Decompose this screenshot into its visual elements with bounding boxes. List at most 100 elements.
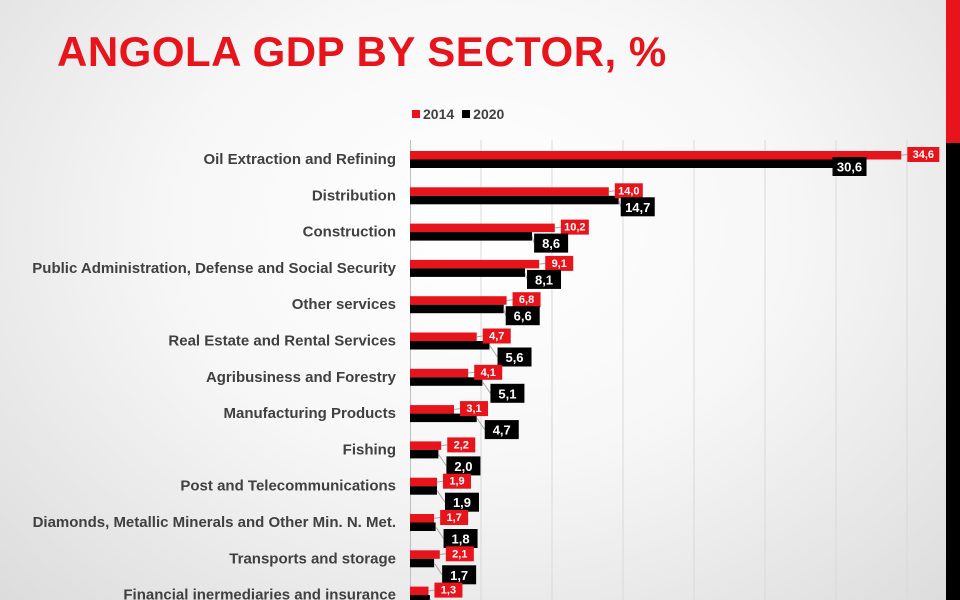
leader-line-2020 <box>433 562 443 576</box>
data-label-2014: 2,2 <box>454 439 469 451</box>
data-label-2020: 8,6 <box>542 236 560 251</box>
data-label-box-2020 <box>443 529 478 548</box>
bar-2020 <box>410 341 490 350</box>
bar-2020 <box>410 595 430 600</box>
leader-line-2020 <box>482 381 491 394</box>
data-label-2020: 2,0 <box>454 459 472 474</box>
bar-2014 <box>410 477 437 487</box>
category-label: Fishing <box>343 441 396 458</box>
bar-2020 <box>410 558 435 568</box>
leader-line-2014 <box>608 190 615 193</box>
data-label-box-2014 <box>614 183 643 199</box>
edge-accent-bar-red <box>946 0 960 143</box>
data-label-2020: 4,7 <box>493 423 511 438</box>
leader-line-2014 <box>506 299 513 301</box>
data-label-box-2014 <box>907 147 940 162</box>
bar-2014 <box>410 332 477 341</box>
bar-2014 <box>410 151 902 160</box>
data-label-box-2014 <box>442 473 471 489</box>
data-label-2014: 14,0 <box>618 185 639 197</box>
bar-2014 <box>410 187 609 196</box>
data-label-2020: 30,6 <box>837 160 862 175</box>
bar-2014 <box>410 441 442 450</box>
data-label-box-2014 <box>445 546 474 562</box>
leader-line-2014 <box>539 262 546 265</box>
data-label-box-2020 <box>497 347 532 367</box>
bar-2020 <box>410 195 619 205</box>
category-label: Other services <box>292 296 396 313</box>
bar-2020 <box>410 522 436 531</box>
data-label-2020: 14,7 <box>625 200 650 215</box>
leader-line-2020 <box>436 490 446 503</box>
data-label-box-2014 <box>440 510 469 525</box>
data-label-2020: 5,1 <box>498 386 516 401</box>
legend-swatch-2014 <box>412 110 420 118</box>
bar-2014 <box>410 405 454 414</box>
leader-line-2014 <box>428 589 435 592</box>
bar-2020 <box>410 449 439 459</box>
data-label-box-2020 <box>534 233 569 253</box>
bar-2020 <box>410 268 525 277</box>
data-label-2014: 10,2 <box>564 222 585 234</box>
category-label: Diamonds, Metallic Minerals and Other Mi… <box>33 514 396 531</box>
category-label: Public Administration, Defense and Socia… <box>32 260 396 277</box>
data-label-2020: 8,1 <box>535 272 553 287</box>
category-label: Transports and storage <box>229 550 396 567</box>
bar-2020 <box>410 413 477 423</box>
leader-line-2014 <box>476 335 483 338</box>
data-label-2014: 2,1 <box>452 548 467 560</box>
category-label: Distribution <box>312 187 396 204</box>
data-label-2020: 1,8 <box>452 532 470 547</box>
data-label-2020: 1,7 <box>450 568 468 583</box>
data-label-box-2020 <box>446 456 481 476</box>
data-label-2020: 1,9 <box>453 495 471 510</box>
data-label-box-2020 <box>484 420 519 440</box>
bar-2014 <box>410 223 555 233</box>
data-label-2014: 6,8 <box>519 294 534 306</box>
data-label-2020: 5,6 <box>505 350 523 365</box>
leader-line-2014 <box>901 154 908 156</box>
data-label-2014: 1,9 <box>449 476 464 488</box>
data-label-box-2014 <box>474 364 503 380</box>
leader-line-2020 <box>524 272 528 280</box>
data-label-2014: 4,1 <box>481 367 496 379</box>
leader-line-2020 <box>476 417 486 430</box>
leader-line-2020 <box>503 308 507 316</box>
category-label: Financial inermediaries and insurance <box>123 587 396 600</box>
bar-2014 <box>410 259 540 269</box>
data-label-box-2020 <box>442 565 477 585</box>
legend-swatch-2020 <box>462 110 471 118</box>
leader-line-2014 <box>439 553 446 556</box>
data-label-box-2020 <box>527 269 562 289</box>
data-label-2014: 34,6 <box>913 149 934 161</box>
data-label-2014: 1,7 <box>446 512 461 524</box>
bar-2014 <box>410 368 469 378</box>
data-label-box-2020 <box>832 157 867 176</box>
leader-line-2014 <box>436 480 444 483</box>
bar-2014 <box>410 586 429 596</box>
bar-2020 <box>410 486 437 495</box>
chart-legend: 2014 2020 <box>412 105 512 123</box>
category-label: Real Estate and Rental Services <box>168 333 396 350</box>
legend-label-2020: 2020 <box>473 106 505 122</box>
legend-item-2014: 2014 <box>412 106 454 122</box>
data-label-box-2014 <box>560 219 589 235</box>
data-label-box-2020 <box>620 197 655 217</box>
data-label-box-2014 <box>460 401 489 417</box>
leader-line-2020 <box>435 526 444 539</box>
category-label: Post and Telecommunications <box>180 478 396 495</box>
bar-2020 <box>410 232 533 241</box>
edge-accent-bar-black <box>946 143 960 600</box>
page-title: ANGOLA GDP BY SECTOR, % <box>57 28 667 75</box>
data-label-2014: 4,7 <box>489 331 504 343</box>
data-label-box-2020 <box>444 492 479 512</box>
bar-2014 <box>410 514 435 523</box>
leader-line-2014 <box>441 444 448 447</box>
legend-label-2014: 2014 <box>423 106 455 122</box>
category-label: Agribusiness and Forestry <box>206 369 397 386</box>
bar-2020 <box>410 159 845 168</box>
data-label-box-2014 <box>434 582 463 598</box>
bar-2020 <box>410 304 504 314</box>
data-label-box-2014 <box>447 437 476 453</box>
